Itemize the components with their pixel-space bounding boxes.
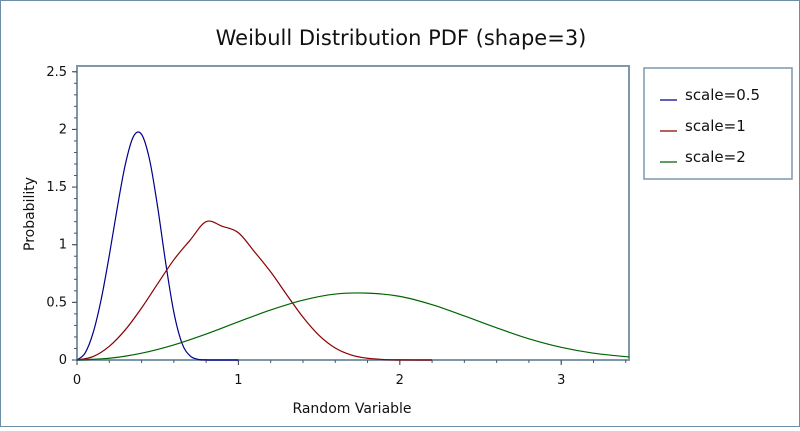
legend-box	[643, 67, 793, 180]
legend: scale=0.5 scale=1 scale=2	[643, 67, 793, 180]
series-line-scale-2	[76, 292, 630, 361]
y-tick-label: 2.5	[46, 65, 67, 80]
legend-label-scale-0-5: scale=0.5	[685, 86, 760, 104]
chart-title: Weibull Distribution PDF (shape=3)	[216, 26, 587, 50]
x-axis-ticks: 0 1 2 3	[73, 360, 627, 388]
x-axis-label: Random Variable	[292, 401, 411, 417]
y-tick-label: 1.5	[46, 180, 67, 195]
series-lines	[76, 131, 630, 361]
x-tick-label: 3	[557, 373, 565, 388]
legend-items: scale=0.5 scale=1 scale=2	[660, 86, 760, 166]
y-tick-label: 1	[59, 238, 67, 253]
y-tick-label: 0.5	[46, 295, 67, 310]
series-line-scale-0-5	[76, 131, 239, 361]
legend-label-scale-2: scale=2	[685, 148, 746, 166]
y-axis-label: Probability	[22, 177, 38, 251]
plot-area	[76, 65, 630, 361]
y-tick-label: 0	[59, 353, 67, 368]
x-tick-label: 0	[73, 373, 81, 388]
y-tick-label: 2	[59, 122, 67, 137]
series-line-scale-1	[76, 220, 433, 361]
x-tick-label: 2	[396, 373, 404, 388]
x-tick-label: 1	[234, 373, 242, 388]
y-axis-ticks: 0 0.5 1 1.5 2 2.5	[46, 65, 77, 368]
legend-label-scale-1: scale=1	[685, 117, 746, 135]
